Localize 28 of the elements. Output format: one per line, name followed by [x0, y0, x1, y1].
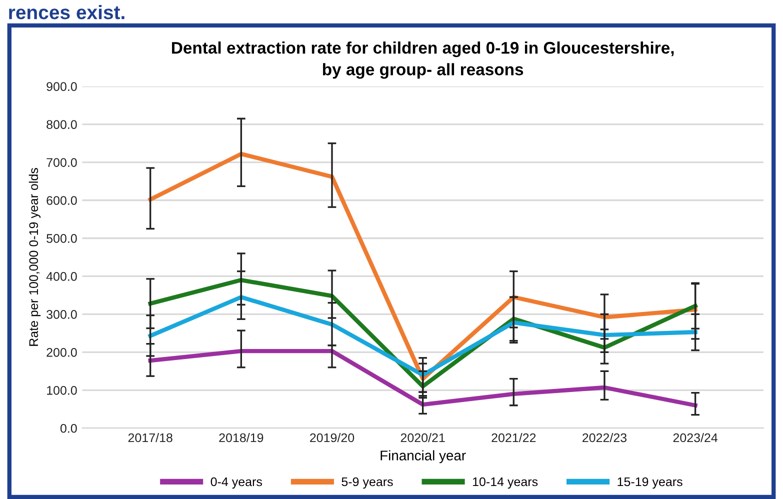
line-series: [148, 348, 698, 408]
x-axis-title: Financial year: [380, 450, 466, 464]
y-tick-label: 700.0: [46, 158, 77, 167]
y-axis-title: Rate per 100,000 0-19 year olds: [28, 168, 41, 346]
legend-label: 10-14 years: [472, 477, 538, 489]
x-tick-label: 2020/21: [400, 433, 445, 442]
y-tick-label: 500.0: [46, 234, 77, 243]
line-series: [148, 295, 698, 378]
legend-label: 15-19 years: [618, 477, 682, 489]
text: rences exist.: [9, 4, 124, 20]
x-tick-label: 2021/22: [492, 433, 536, 442]
legend-label: 5-9 years: [342, 477, 393, 489]
line-series: [148, 152, 698, 381]
x-tick-label: 2022/23: [582, 433, 627, 442]
y-tick-label: 900.0: [46, 82, 77, 91]
y-tick-label: 0.0: [60, 424, 77, 433]
y-tick-label: 200.0: [46, 348, 77, 357]
y-tick-label: 100.0: [47, 386, 77, 395]
x-tick-label: 2018/19: [219, 433, 264, 442]
x-tick-label: 2023/24: [673, 433, 718, 442]
chart-title: Dental extraction rate for children aged 0-19 in Gloucestershire, by age group- all reasons: [172, 41, 674, 79]
y-tick-label: 600.0: [46, 196, 77, 205]
legend-label: 0-4 years: [210, 477, 262, 489]
x-tick-label: 2019/20: [310, 433, 354, 442]
x-tick-label: 2017/18: [128, 433, 172, 442]
y-tick-label: 300.0: [46, 310, 77, 319]
y-tick-label: 400.0: [46, 272, 77, 281]
y-tick-label: 800.0: [46, 120, 77, 129]
